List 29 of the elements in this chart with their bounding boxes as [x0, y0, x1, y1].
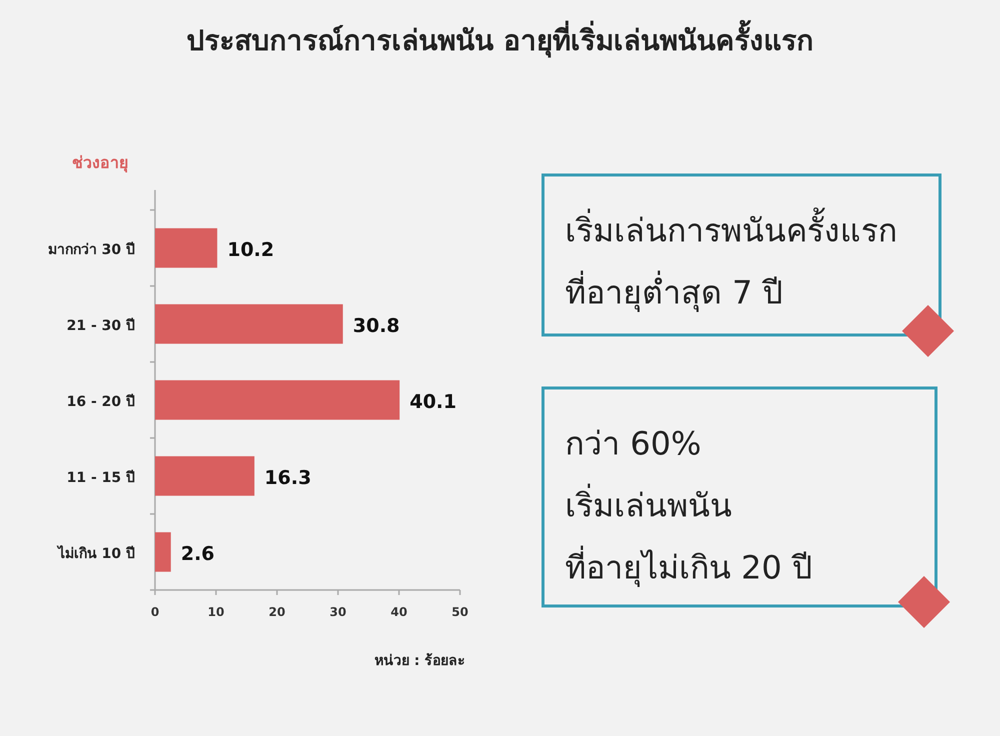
text: กว่า 60% — [565, 424, 702, 462]
text: เริ่มเล่นการพนันครั้งแรก — [565, 208, 897, 250]
x-tick-label: 10 — [208, 605, 224, 619]
x-tick-label: 40 — [390, 605, 408, 619]
text: เริ่มเล่นพนัน — [565, 484, 732, 524]
data-label: 30.8 — [352, 315, 400, 337]
data-label: 16.3 — [264, 467, 312, 489]
x-tick-label: 0 — [150, 605, 160, 619]
data-label: 40.1 — [410, 391, 456, 413]
bar — [155, 228, 218, 268]
data-label: 2.6 — [180, 543, 215, 565]
bar — [155, 304, 343, 344]
text: ที่อายุต่ำสุด 7 ปี — [565, 270, 783, 312]
text: หน่วย : ร้อยละ — [374, 653, 466, 669]
data-label: 10.2 — [227, 239, 274, 261]
text: ที่อายุไม่เกิน 20 ปี — [565, 546, 812, 588]
y-tick-label: 16 - 20 ปี — [66, 394, 135, 410]
y-tick-label: ไม่เกิน 10 ปี — [56, 544, 135, 562]
y-tick-label: 21 - 30 ปี — [66, 318, 135, 334]
y-tick-label: 11 - 15 ปี — [66, 470, 135, 486]
x-tick-label: 30 — [330, 605, 346, 619]
y-axis-title: ช่วงอายุ — [72, 153, 128, 173]
chart-title: ประสบการณ์การเล่นพนัน อายุที่เริ่มเล่นพนันครั้งแรก — [186, 19, 814, 58]
x-tick-label: 50 — [452, 605, 468, 619]
bar — [155, 456, 254, 496]
bar — [155, 380, 400, 420]
x-tick-label: 20 — [268, 605, 286, 619]
y-tick-label: มากกว่า 30 ปี — [48, 242, 135, 258]
bar — [155, 532, 171, 572]
